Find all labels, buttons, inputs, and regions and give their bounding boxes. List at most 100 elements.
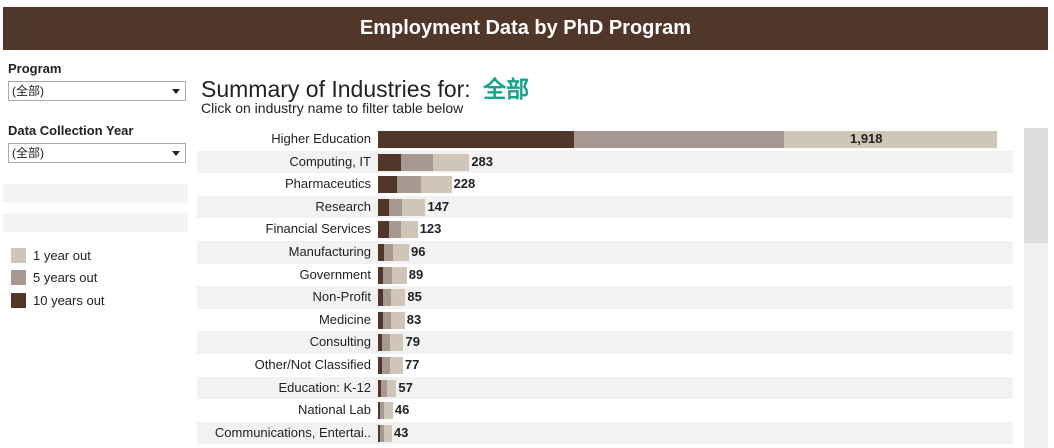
- bar-total-label: 1,918: [849, 131, 883, 146]
- bar-segment[interactable]: [381, 357, 390, 374]
- legend-item-10-years-out[interactable]: 10 years out: [11, 289, 105, 312]
- chart-row: Computing, IT 283: [197, 150, 1013, 174]
- legend-swatch: [11, 270, 26, 286]
- bar-segment[interactable]: [378, 402, 380, 420]
- bar-segment[interactable]: [378, 131, 574, 148]
- bar-total-label: 46: [394, 402, 410, 418]
- chart-row: Pharmaceutics 228: [197, 173, 1013, 196]
- chart-row: Government 89: [197, 264, 1013, 287]
- industry-label[interactable]: Other/Not Classified: [254, 357, 371, 372]
- bar-total-label: 147: [427, 198, 450, 214]
- bar-segment[interactable]: [393, 244, 409, 261]
- bar-segment[interactable]: [378, 357, 382, 374]
- bar-segment[interactable]: [382, 289, 392, 307]
- bar-segment[interactable]: [420, 176, 452, 194]
- industry-label[interactable]: Computing, IT: [289, 153, 371, 169]
- empty-filter-slot: [3, 184, 188, 203]
- industry-label[interactable]: Non-Profit: [312, 289, 371, 305]
- industry-label[interactable]: Communications, Entertai..: [214, 424, 371, 440]
- chart-row: Education: K-12 57: [197, 376, 1013, 400]
- program-select-value: (全部): [12, 84, 44, 98]
- bar-segment[interactable]: [783, 131, 997, 148]
- bar-total-label: 123: [419, 221, 442, 237]
- bar-segment[interactable]: [378, 424, 380, 442]
- bar-segment[interactable]: [378, 334, 383, 352]
- bar-total-label: 228: [453, 176, 476, 192]
- industry-label[interactable]: Research: [315, 198, 371, 214]
- chart-row: Medicine 83: [197, 309, 1013, 332]
- bar-segment[interactable]: [378, 153, 401, 171]
- legend-label: 5 years out: [33, 270, 98, 286]
- legend-item-5-years-out[interactable]: 5 years out: [11, 267, 105, 290]
- bar-segment[interactable]: [401, 221, 418, 239]
- bar-segment[interactable]: [433, 153, 470, 171]
- industry-label[interactable]: Education: K-12: [278, 379, 371, 395]
- bar-segment[interactable]: [384, 402, 393, 420]
- dashboard-title: Employment Data by PhD Program: [3, 7, 1048, 50]
- industry-label[interactable]: Pharmaceutics: [285, 176, 371, 192]
- industry-label[interactable]: National Lab: [298, 402, 371, 418]
- bar-segment[interactable]: [381, 379, 388, 397]
- color-legend: 1 year out 5 years out 10 years out: [11, 244, 105, 312]
- chevron-down-icon: [172, 89, 180, 94]
- chart-title-filter-value: 全部: [483, 76, 530, 102]
- industry-label[interactable]: Higher Education: [271, 131, 371, 146]
- bar-segment[interactable]: [387, 379, 397, 397]
- bar-segment[interactable]: [378, 289, 383, 307]
- bar-total-label: 43: [393, 424, 409, 440]
- year-select[interactable]: (全部): [8, 143, 186, 163]
- bar-segment[interactable]: [378, 266, 384, 284]
- empty-filter-slot: [3, 213, 188, 232]
- bar-segment[interactable]: [382, 334, 390, 352]
- bar-segment[interactable]: [392, 266, 407, 284]
- chart-row: Financial Services 123: [197, 218, 1013, 241]
- bar-segment[interactable]: [383, 266, 393, 284]
- industry-label[interactable]: Government: [299, 266, 371, 282]
- bar-total-label: 96: [410, 244, 426, 259]
- chart-scrollbar-thumb[interactable]: [1024, 128, 1048, 243]
- program-select[interactable]: (全部): [8, 81, 186, 101]
- industry-label[interactable]: Consulting: [309, 334, 371, 350]
- chart-title: Summary of Industries for: 全部: [201, 70, 529, 104]
- bar-segment[interactable]: [388, 198, 402, 216]
- chart-title-text: Summary of Industries for:: [201, 76, 471, 102]
- legend-swatch: [11, 292, 26, 308]
- bar-segment[interactable]: [401, 198, 426, 216]
- industry-label[interactable]: Medicine: [318, 311, 371, 327]
- bar-segment[interactable]: [389, 334, 404, 352]
- bar-segment[interactable]: [388, 221, 402, 239]
- bar-segment[interactable]: [382, 311, 391, 329]
- legend-item-1-year-out[interactable]: 1 year out: [11, 244, 105, 267]
- industry-bar-chart: Higher Education 1,918 Computing, IT 283 Pha…: [197, 128, 1013, 448]
- bar-total-label: 283: [471, 153, 494, 169]
- bar-segment[interactable]: [378, 198, 389, 216]
- legend-swatch: [11, 247, 26, 263]
- chevron-down-icon: [172, 151, 180, 156]
- bar-segment[interactable]: [378, 176, 397, 194]
- industry-label[interactable]: Manufacturing: [288, 244, 371, 259]
- bar-segment[interactable]: [383, 244, 394, 261]
- bar-segment[interactable]: [573, 131, 784, 148]
- bar-segment[interactable]: [400, 153, 434, 171]
- bar-total-label: 85: [407, 289, 422, 305]
- bar-segment[interactable]: [378, 221, 389, 239]
- bar-total-label: 79: [405, 334, 420, 350]
- bar-total-label: 83: [406, 311, 422, 327]
- bar-segment[interactable]: [379, 402, 385, 420]
- chart-row: Other/Not Classified 77: [197, 354, 1013, 377]
- bar-segment[interactable]: [383, 424, 392, 442]
- chart-subtitle: Click on industry name to filter table b…: [201, 100, 464, 116]
- bar-segment[interactable]: [378, 379, 382, 397]
- bar-segment[interactable]: [391, 289, 406, 307]
- bar-segment[interactable]: [378, 311, 383, 329]
- bar-segment[interactable]: [379, 424, 384, 442]
- bar-segment[interactable]: [390, 311, 405, 329]
- industry-label[interactable]: Financial Services: [265, 221, 372, 237]
- bar-segment[interactable]: [378, 244, 384, 261]
- legend-label: 10 years out: [33, 292, 105, 308]
- chart-row: Communications, Entertai.. 43: [197, 421, 1013, 445]
- bar-segment[interactable]: [389, 357, 403, 374]
- year-filter-label: Data Collection Year: [8, 123, 134, 138]
- bar-segment[interactable]: [396, 176, 421, 194]
- chart-row: National Lab 46: [197, 399, 1013, 422]
